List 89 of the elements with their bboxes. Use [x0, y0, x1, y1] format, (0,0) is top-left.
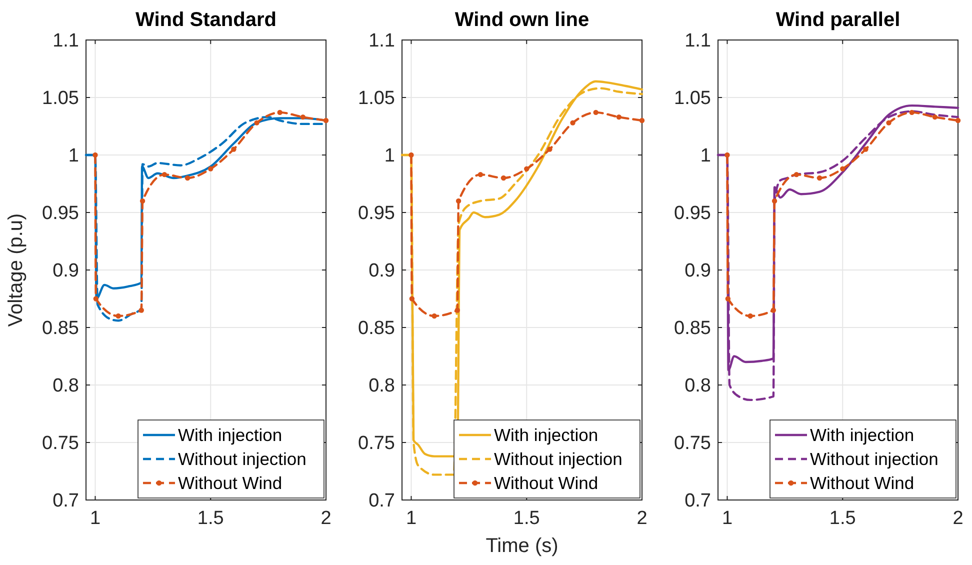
point	[323, 118, 329, 124]
point	[955, 118, 961, 124]
y-tick-label: 0.75	[42, 433, 79, 454]
y-tick-label: 0.7	[368, 490, 395, 512]
y-tick-label: 0.95	[42, 203, 79, 224]
y-tick-label: 0.9	[684, 260, 711, 282]
point	[932, 114, 938, 120]
y-tick-label: 0.75	[358, 433, 395, 454]
y-axis-title: Voltage (p.u)	[5, 213, 27, 327]
point	[570, 120, 576, 126]
x-axis-title: Time (s)	[486, 535, 558, 557]
x-tick-label: 1.5	[513, 508, 540, 529]
y-tick-label: 0.7	[52, 490, 79, 512]
point	[500, 175, 506, 181]
legend-label: Without Wind	[810, 473, 914, 494]
y-tick-label: 0.85	[42, 318, 79, 340]
y-tick-label: 0.7	[684, 490, 711, 512]
point	[409, 296, 415, 302]
y-tick-label: 1.1	[684, 30, 711, 52]
x-tick-label: 1.5	[197, 508, 224, 529]
x-tick-label: 1	[90, 508, 101, 529]
y-tick-label: 0.8	[368, 376, 395, 397]
y-tick-label: 0.8	[684, 376, 711, 397]
point	[725, 296, 731, 302]
y-tick-label: 0.9	[368, 260, 395, 282]
point	[478, 172, 484, 178]
x-tick-label: 2	[636, 508, 648, 529]
y-tick-label: 0.8	[52, 376, 79, 397]
x-tick-label: 1	[722, 508, 733, 529]
point	[524, 166, 530, 172]
y-tick-label: 1	[700, 146, 711, 167]
y-tick-label: 1.05	[674, 88, 711, 110]
legend-label: Without injection	[494, 449, 622, 470]
point	[408, 152, 414, 158]
y-tick-label: 1.05	[42, 88, 79, 110]
point	[863, 146, 868, 152]
legend-label: With injection	[494, 425, 598, 446]
point	[794, 172, 800, 178]
point	[454, 308, 460, 313]
chart-title: Wind parallel	[776, 9, 900, 31]
point	[231, 146, 236, 152]
point	[277, 110, 282, 116]
point	[92, 152, 98, 158]
x-tick-label: 1	[406, 508, 417, 529]
x-tick-label: 2	[320, 508, 332, 529]
y-tick-label: 0.95	[358, 203, 395, 224]
point	[909, 110, 914, 116]
point	[162, 172, 168, 178]
x-tick-label: 1.5	[829, 508, 856, 529]
legend-label: Without Wind	[494, 473, 598, 494]
point	[254, 120, 260, 126]
y-tick-label: 0.95	[674, 203, 711, 224]
point	[616, 114, 622, 120]
point	[724, 152, 730, 158]
point	[770, 308, 776, 313]
point	[748, 313, 753, 319]
point	[432, 313, 437, 319]
y-tick-label: 1.1	[368, 30, 395, 52]
point	[300, 114, 306, 120]
point	[116, 313, 121, 319]
y-tick-label: 0.9	[52, 260, 79, 282]
point	[547, 146, 552, 152]
legend-label: Without Wind	[178, 473, 282, 494]
point	[639, 118, 645, 124]
y-tick-label: 0.85	[358, 318, 395, 340]
point	[840, 166, 846, 172]
y-tick-label: 1.05	[358, 88, 395, 110]
legend-label: With injection	[178, 425, 282, 446]
point	[93, 296, 99, 302]
point	[772, 198, 778, 204]
y-tick-label: 1	[68, 146, 79, 167]
chart-title: Wind own line	[454, 9, 590, 31]
y-tick-label: 1	[384, 146, 395, 167]
legend-label: Without injection	[810, 449, 938, 470]
point	[140, 198, 146, 204]
chart-title: Wind Standard	[136, 9, 276, 31]
point	[208, 166, 214, 172]
legend-label: With injection	[810, 425, 914, 446]
y-tick-label: 1.1	[52, 30, 79, 52]
point	[456, 198, 462, 204]
point	[138, 308, 144, 313]
x-tick-label: 2	[952, 508, 964, 529]
point	[593, 110, 598, 116]
y-tick-label: 0.85	[674, 318, 711, 340]
y-tick-label: 0.75	[674, 433, 711, 454]
point	[816, 175, 822, 181]
point	[184, 175, 190, 181]
point	[886, 120, 892, 126]
legend-label: Without injection	[178, 449, 306, 470]
